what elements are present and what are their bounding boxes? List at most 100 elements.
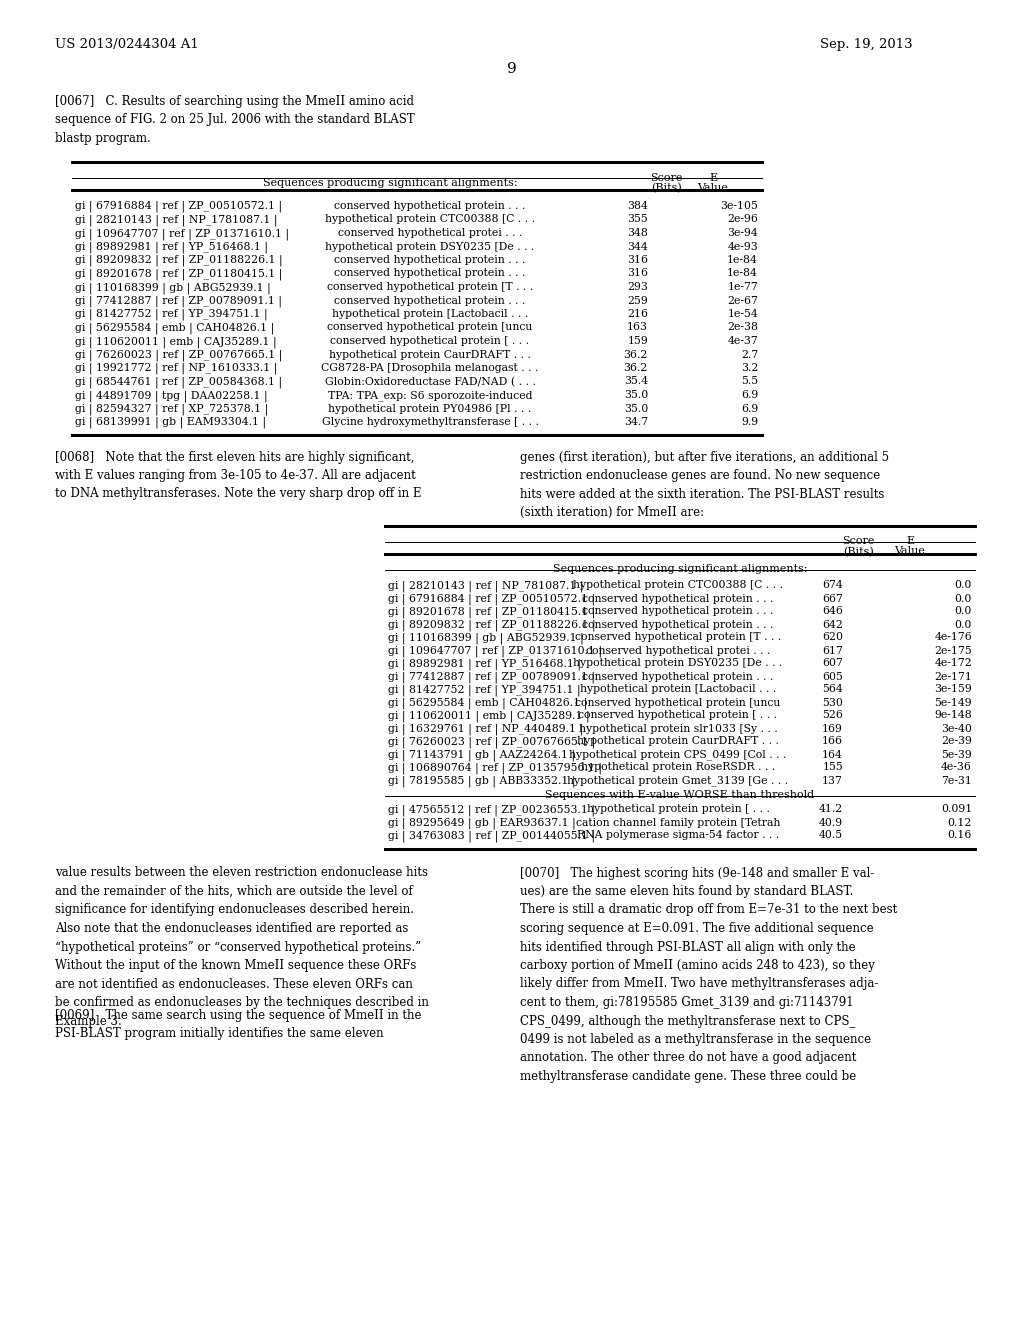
Text: 4e-176: 4e-176: [934, 632, 972, 643]
Text: 35.4: 35.4: [624, 376, 648, 387]
Text: 530: 530: [822, 697, 843, 708]
Text: [0068]   Note that the first eleven hits are highly significant,
with E values r: [0068] Note that the first eleven hits a…: [55, 450, 422, 500]
Text: 7e-31: 7e-31: [941, 776, 972, 785]
Text: 607: 607: [822, 659, 843, 668]
Text: conserved hypothetical protein . . .: conserved hypothetical protein . . .: [334, 255, 525, 265]
Text: gi | 77412887 | ref | ZP_00789091.1 |: gi | 77412887 | ref | ZP_00789091.1 |: [75, 296, 282, 308]
Text: gi | 89209832 | ref | ZP_01188226.1 |: gi | 89209832 | ref | ZP_01188226.1 |: [388, 619, 596, 631]
Text: 1e-84: 1e-84: [727, 255, 758, 265]
Text: gi | 44891709 | tpg | DAA02258.1 |: gi | 44891709 | tpg | DAA02258.1 |: [75, 389, 267, 401]
Text: hypothetical protein RoseRSDR . . .: hypothetical protein RoseRSDR . . .: [581, 763, 775, 772]
Text: 0.0: 0.0: [954, 606, 972, 616]
Text: hypothetical protein CaurDRAFT . . .: hypothetical protein CaurDRAFT . . .: [578, 737, 779, 747]
Text: gi | 68544761 | ref | ZP_00584368.1 |: gi | 68544761 | ref | ZP_00584368.1 |: [75, 376, 283, 388]
Text: 674: 674: [822, 581, 843, 590]
Text: 2e-38: 2e-38: [727, 322, 758, 333]
Text: 2.7: 2.7: [740, 350, 758, 359]
Text: conserved hypothetical protein [T . . .: conserved hypothetical protein [T . . .: [327, 282, 534, 292]
Text: 1e-54: 1e-54: [727, 309, 758, 319]
Text: gi | 28210143 | ref | NP_781087.1 |: gi | 28210143 | ref | NP_781087.1 |: [388, 581, 584, 591]
Text: 3e-159: 3e-159: [934, 685, 972, 694]
Text: gi | 89209832 | ref | ZP_01188226.1 |: gi | 89209832 | ref | ZP_01188226.1 |: [75, 255, 283, 267]
Text: genes (first iteration), but after five iterations, an additional 5
restriction : genes (first iteration), but after five …: [520, 450, 889, 519]
Text: 169: 169: [822, 723, 843, 734]
Text: gi | 76260023 | ref | ZP_00767665.1 |: gi | 76260023 | ref | ZP_00767665.1 |: [388, 737, 595, 748]
Text: gi | 89892981 | ref | YP_516468.1 |: gi | 89892981 | ref | YP_516468.1 |: [388, 659, 581, 671]
Text: 216: 216: [627, 309, 648, 319]
Text: 3.2: 3.2: [740, 363, 758, 374]
Text: conserved hypothetical protein . . .: conserved hypothetical protein . . .: [334, 201, 525, 211]
Text: gi | 109647707 | ref | ZP_01371610.1 |: gi | 109647707 | ref | ZP_01371610.1 |: [388, 645, 602, 657]
Text: 1e-84: 1e-84: [727, 268, 758, 279]
Text: 9: 9: [507, 62, 517, 77]
Text: conserved hypothetical protein . . .: conserved hypothetical protein . . .: [334, 296, 525, 305]
Text: 4e-93: 4e-93: [727, 242, 758, 252]
Text: 9e-148: 9e-148: [934, 710, 972, 721]
Text: 137: 137: [822, 776, 843, 785]
Text: conserved hypothetical protein . . .: conserved hypothetical protein . . .: [583, 594, 774, 603]
Text: gi | 109647707 | ref | ZP_01371610.1 |: gi | 109647707 | ref | ZP_01371610.1 |: [75, 228, 289, 239]
Text: gi | 89295649 | gb | EAR93637.1 |: gi | 89295649 | gb | EAR93637.1 |: [388, 817, 575, 829]
Text: 34.7: 34.7: [624, 417, 648, 426]
Text: TPA: TPA_exp: S6 sporozoite-induced: TPA: TPA_exp: S6 sporozoite-induced: [328, 389, 532, 401]
Text: gi | 47565512 | ref | ZP_00236553.1 |: gi | 47565512 | ref | ZP_00236553.1 |: [388, 804, 595, 816]
Text: 36.2: 36.2: [624, 363, 648, 374]
Text: hypothetical protein CPS_0499 [Col . . .: hypothetical protein CPS_0499 [Col . . .: [569, 750, 786, 760]
Text: 526: 526: [822, 710, 843, 721]
Text: E: E: [709, 173, 717, 183]
Text: Score: Score: [842, 536, 874, 546]
Text: gi | 106890764 | ref | ZP_01357956.1 |: gi | 106890764 | ref | ZP_01357956.1 |: [388, 763, 602, 774]
Text: Glycine hydroxymethyltransferase [ . . .: Glycine hydroxymethyltransferase [ . . .: [322, 417, 539, 426]
Text: gi | 110620011 | emb | CAJ35289.1 |: gi | 110620011 | emb | CAJ35289.1 |: [388, 710, 590, 722]
Text: gi | 81427752 | ref | YP_394751.1 |: gi | 81427752 | ref | YP_394751.1 |: [75, 309, 267, 321]
Text: 2e-175: 2e-175: [934, 645, 972, 656]
Text: hypothetical protein Gmet_3139 [Ge . . .: hypothetical protein Gmet_3139 [Ge . . .: [567, 776, 788, 787]
Text: gi | 78195585 | gb | ABB33352.1 |: gi | 78195585 | gb | ABB33352.1 |: [388, 776, 575, 787]
Text: CG8728-PA [Drosophila melanogast . . .: CG8728-PA [Drosophila melanogast . . .: [322, 363, 539, 374]
Text: conserved hypothetical protei . . .: conserved hypothetical protei . . .: [586, 645, 770, 656]
Text: 2e-96: 2e-96: [727, 214, 758, 224]
Text: hypothetical protein [Lactobacil . . .: hypothetical protein [Lactobacil . . .: [580, 685, 776, 694]
Text: 166: 166: [822, 737, 843, 747]
Text: hypothetical protein PY04986 [Pl . . .: hypothetical protein PY04986 [Pl . . .: [329, 404, 531, 413]
Text: hypothetical protein DSY0235 [De . . .: hypothetical protein DSY0235 [De . . .: [573, 659, 782, 668]
Text: [0070]   The highest scoring hits (9e-148 and smaller E val-
ues) are the same e: [0070] The highest scoring hits (9e-148 …: [520, 866, 897, 1082]
Text: conserved hypothetical protein [ . . .: conserved hypothetical protein [ . . .: [331, 337, 529, 346]
Text: hypothetical protein CTC00388 [C . . .: hypothetical protein CTC00388 [C . . .: [325, 214, 535, 224]
Text: 564: 564: [822, 685, 843, 694]
Text: hypothetical protein protein [ . . .: hypothetical protein protein [ . . .: [587, 804, 769, 814]
Text: conserved hypothetical protein [uncu: conserved hypothetical protein [uncu: [575, 697, 780, 708]
Text: 3e-105: 3e-105: [720, 201, 758, 211]
Text: gi | 89201678 | ref | ZP_01180415.1 |: gi | 89201678 | ref | ZP_01180415.1 |: [388, 606, 595, 618]
Text: Globin:Oxidoreductase FAD/NAD ( . . .: Globin:Oxidoreductase FAD/NAD ( . . .: [325, 376, 536, 387]
Text: hypothetical protein DSY0235 [De . . .: hypothetical protein DSY0235 [De . . .: [326, 242, 535, 252]
Text: cation channel family protein [Tetrah: cation channel family protein [Tetrah: [575, 817, 780, 828]
Text: gi | 28210143 | ref | NP_1781087.1 |: gi | 28210143 | ref | NP_1781087.1 |: [75, 214, 278, 226]
Text: US 2013/0244304 A1: US 2013/0244304 A1: [55, 38, 199, 51]
Text: gi | 82594327 | ref | XP_725378.1 |: gi | 82594327 | ref | XP_725378.1 |: [75, 404, 268, 414]
Text: gi | 110168399 | gb | ABG52939.1 |: gi | 110168399 | gb | ABG52939.1 |: [75, 282, 270, 293]
Text: 163: 163: [627, 322, 648, 333]
Text: Sequences producing significant alignments:: Sequences producing significant alignmen…: [553, 564, 807, 573]
Text: conserved hypothetical protein . . .: conserved hypothetical protein . . .: [583, 619, 774, 630]
Text: gi | 71143791 | gb | AAZ24264.1 |: gi | 71143791 | gb | AAZ24264.1 |: [388, 750, 575, 762]
Text: gi | 34763083 | ref | ZP_00144055.1 |: gi | 34763083 | ref | ZP_00144055.1 |: [388, 830, 595, 842]
Text: gi | 68139991 | gb | EAM93304.1 |: gi | 68139991 | gb | EAM93304.1 |: [75, 417, 266, 429]
Text: gi | 110168399 | gb | ABG52939.1 |: gi | 110168399 | gb | ABG52939.1 |: [388, 632, 584, 644]
Text: conserved hypothetical protein [T . . .: conserved hypothetical protein [T . . .: [574, 632, 781, 643]
Text: 605: 605: [822, 672, 843, 681]
Text: hypothetical protein [Lactobacil . . .: hypothetical protein [Lactobacil . . .: [332, 309, 528, 319]
Text: 0.0: 0.0: [954, 619, 972, 630]
Text: RNA polymerase sigma-54 factor . . .: RNA polymerase sigma-54 factor . . .: [577, 830, 779, 841]
Text: gi | 81427752 | ref | YP_394751.1 |: gi | 81427752 | ref | YP_394751.1 |: [388, 685, 581, 696]
Text: 5.5: 5.5: [741, 376, 758, 387]
Text: 1e-77: 1e-77: [727, 282, 758, 292]
Text: conserved hypothetical protein . . .: conserved hypothetical protein . . .: [583, 672, 774, 681]
Text: 620: 620: [822, 632, 843, 643]
Text: [0069]   The same search using the sequence of MmeII in the
PSI-BLAST program in: [0069] The same search using the sequenc…: [55, 1008, 422, 1040]
Text: 41.2: 41.2: [819, 804, 843, 814]
Text: (Bits): (Bits): [843, 546, 873, 557]
Text: [0067]   C. Results of searching using the MmeII amino acid
sequence of FIG. 2 o: [0067] C. Results of searching using the…: [55, 95, 415, 145]
Text: Sep. 19, 2013: Sep. 19, 2013: [820, 38, 912, 51]
Text: gi | 67916884 | ref | ZP_00510572.1 |: gi | 67916884 | ref | ZP_00510572.1 |: [388, 594, 595, 605]
